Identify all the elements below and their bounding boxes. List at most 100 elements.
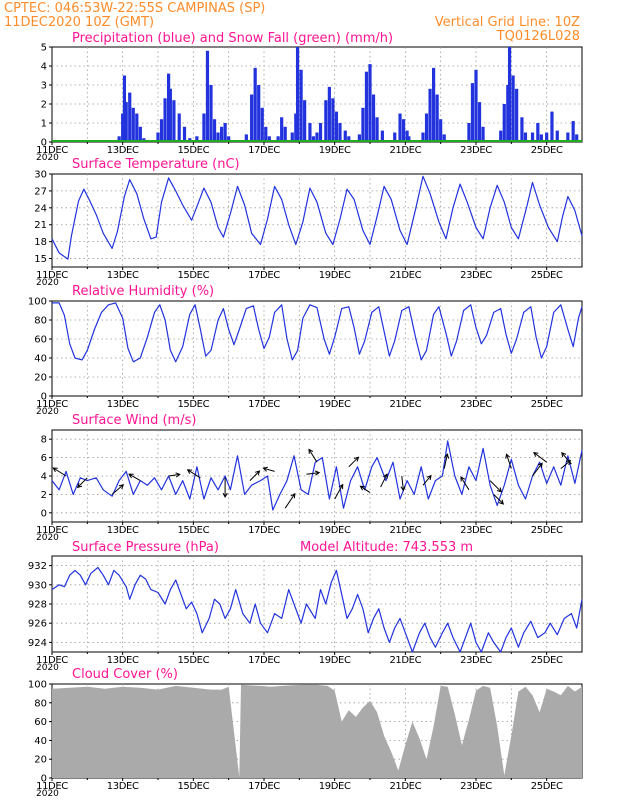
precip-bar xyxy=(308,123,312,142)
precip-bar xyxy=(223,123,227,142)
wind-arrow xyxy=(186,469,201,479)
precip-bar xyxy=(515,88,519,142)
wind-arrow xyxy=(505,453,512,469)
precip-bar xyxy=(324,100,328,142)
x-tick-label: 15DEC xyxy=(177,655,209,666)
precip-bar xyxy=(361,107,365,142)
y-tick-label: 80 xyxy=(34,316,47,327)
precip-bar xyxy=(276,136,280,142)
x-tick-label: 13DEC xyxy=(107,145,139,156)
precip-bar xyxy=(343,130,347,142)
x-tick-label: 21DEC xyxy=(389,145,421,156)
y-tick-label: 0 xyxy=(41,774,47,785)
precip-bar xyxy=(122,75,127,142)
precip-bar xyxy=(244,134,248,142)
precip-bar xyxy=(212,119,217,142)
precip-bar xyxy=(227,136,231,142)
wind-arrow xyxy=(249,470,261,481)
precip-bar xyxy=(168,88,172,142)
precip-bar xyxy=(520,117,524,142)
x-tick-label: 13DEC xyxy=(107,525,139,536)
wind-arrow xyxy=(334,483,344,500)
wind-arrow xyxy=(533,451,547,463)
y-tick-label: 40 xyxy=(34,736,47,747)
year-label: 2020 xyxy=(36,278,59,288)
precip-bar xyxy=(327,86,331,142)
x-tick-label: 17DEC xyxy=(248,270,280,281)
precip-bar xyxy=(539,134,543,142)
precip-bar xyxy=(182,126,187,142)
year-label: 2020 xyxy=(36,153,59,163)
x-tick-label: 11DEC xyxy=(36,145,68,156)
precip-bar xyxy=(121,113,125,142)
precip-bar xyxy=(442,134,446,142)
x-tick-label: 23DEC xyxy=(460,655,492,666)
year-label: 2020 xyxy=(36,663,59,673)
plot-frame-temp xyxy=(51,173,583,268)
x-tick-label: 17DEC xyxy=(248,525,280,536)
precip-bar xyxy=(421,132,425,142)
y-tick-label: 2 xyxy=(41,100,47,111)
precip-bar xyxy=(507,47,512,142)
precip-bar xyxy=(393,132,397,142)
y-tick-label: 4 xyxy=(41,62,47,73)
panel-pressure: 924 926 928 930 932 11DEC 13DEC 15DEC 17DEC 19DEC… xyxy=(28,540,583,673)
precip-bar xyxy=(575,134,579,142)
precip-bar xyxy=(195,136,199,142)
x-tick-label: 21DEC xyxy=(389,781,421,792)
panel-cloud: 0 20 40 60 80 100 11DEC 13DEC 15DEC 17DEC 19DEC 21D… xyxy=(28,667,583,799)
precip-bar xyxy=(299,69,303,142)
x-tick-label: 17DEC xyxy=(248,399,280,410)
precip-bar xyxy=(571,121,575,142)
x-tick-label: 19DEC xyxy=(319,145,351,156)
x-tick-label: 23DEC xyxy=(460,399,492,410)
wind-arrow xyxy=(306,470,321,476)
plot-frame-humidity xyxy=(51,300,583,397)
panels: 0 1 2 3 4 5 11DEC 13DEC 15DEC 17DEC 19DEC 21DEC 23DE… xyxy=(28,31,583,799)
wind-arrow xyxy=(308,448,318,463)
precip-bar xyxy=(357,134,361,142)
precip-bar xyxy=(131,107,135,142)
precip-bar xyxy=(260,107,264,142)
year-label: 2020 xyxy=(36,533,59,543)
y-tick-label: 8 xyxy=(41,435,47,446)
y-tick-label: 24 xyxy=(34,203,47,214)
x-tick-label: 23DEC xyxy=(460,781,492,792)
precip-bar xyxy=(407,136,411,142)
precip-bar xyxy=(280,117,284,142)
precip-bar xyxy=(536,123,540,142)
x-tick-label: 23DEC xyxy=(460,525,492,536)
precip-bar xyxy=(167,73,171,142)
x-tick-label: 15DEC xyxy=(177,270,209,281)
y-tick-label: 0 xyxy=(41,508,47,519)
panel-precip: 0 1 2 3 4 5 11DEC 13DEC 15DEC 17DEC 19DEC 21DEC 23DE… xyxy=(36,31,583,163)
x-tick-label: 15DEC xyxy=(177,145,209,156)
x-tick-label: 25DEC xyxy=(531,145,563,156)
temp-series-line xyxy=(51,175,583,260)
x-tick-label: 19DEC xyxy=(319,781,351,792)
precip-bar xyxy=(253,67,257,142)
wind-series-line xyxy=(51,440,583,511)
precip-bar xyxy=(368,64,372,142)
x-tick-label: 11DEC xyxy=(36,270,68,281)
precip-bar xyxy=(202,113,206,142)
x-tick-label: 15DEC xyxy=(177,781,209,792)
wind-arrow xyxy=(489,480,503,493)
x-tick-label: 25DEC xyxy=(531,781,563,792)
precip-bar xyxy=(380,130,384,142)
y-tick-label: 0 xyxy=(41,392,47,403)
precip-bar xyxy=(331,98,335,142)
x-tick-label: 17DEC xyxy=(248,655,280,666)
x-tick-label: 11DEC xyxy=(36,399,68,410)
precip-bar xyxy=(364,71,369,142)
precip-bar xyxy=(470,83,475,142)
y-tick-label: 1 xyxy=(41,119,47,130)
precip-bar xyxy=(398,113,402,142)
precip-bar xyxy=(502,104,506,142)
panel-title-precip: Precipitation (blue) and Snow Fall (gree… xyxy=(72,31,393,46)
pressure-series-line xyxy=(51,566,583,653)
precip-bar xyxy=(250,94,254,142)
x-tick-label: 21DEC xyxy=(389,270,421,281)
precip-bar xyxy=(315,132,319,142)
panel-title-humidity: Relative Humidity (%) xyxy=(72,284,214,299)
